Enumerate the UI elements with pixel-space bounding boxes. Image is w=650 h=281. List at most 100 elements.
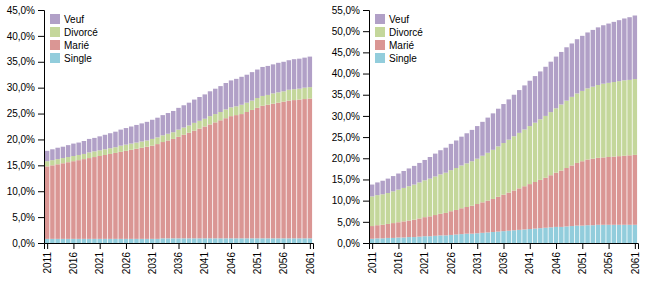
tick: 2036: [173, 243, 184, 274]
bar: [491, 232, 495, 243]
tick: 25,0%: [332, 132, 369, 143]
bar: [255, 70, 259, 98]
tick: 10,0%: [332, 195, 369, 206]
tick-label: 15,0%: [7, 160, 35, 171]
bar: [538, 180, 542, 228]
legend: VeufDivorcéMariéSingle: [50, 14, 98, 64]
bar: [433, 154, 437, 177]
bar: [124, 151, 128, 239]
bar: [87, 158, 91, 239]
bar: [370, 196, 374, 226]
bar: [281, 102, 285, 239]
bar: [234, 106, 238, 115]
bar: [433, 176, 437, 215]
tick-label: 55,0%: [332, 5, 360, 16]
chart-root: 0,0%5,0%10,0%15,0%20,0%25,0%30,0%35,0%40…: [0, 0, 650, 281]
bar: [596, 225, 600, 243]
bar: [134, 149, 138, 239]
tick: 2036: [498, 243, 509, 274]
bar: [507, 140, 511, 193]
bar: [475, 126, 479, 159]
bar: [464, 163, 468, 207]
bar: [554, 173, 558, 227]
tick-label: 15,0%: [332, 174, 360, 185]
bar: [475, 159, 479, 204]
tick-label: 10,0%: [332, 195, 360, 206]
bar: [370, 239, 374, 243]
legend-label: Divorcé: [64, 27, 98, 38]
bar: [229, 238, 233, 243]
bar: [239, 105, 243, 114]
bar: [308, 87, 312, 98]
bar: [66, 145, 70, 157]
bar: [171, 238, 175, 243]
bar: [606, 225, 610, 243]
bar: [224, 118, 228, 238]
bar-series: [45, 57, 312, 162]
bar: [606, 83, 610, 157]
bar: [297, 238, 301, 243]
plot-area: [45, 57, 312, 243]
bar: [627, 155, 631, 224]
bar: [45, 151, 49, 161]
bar: [391, 191, 395, 223]
bar: [606, 24, 610, 83]
tick-label: 2031: [147, 252, 158, 275]
bar: [633, 155, 637, 225]
bar: [412, 237, 416, 243]
bar: [139, 142, 143, 148]
tick-mark: [257, 243, 258, 249]
tick: 2046: [226, 243, 237, 274]
bar: [176, 108, 180, 130]
bar: [129, 127, 133, 144]
bar: [45, 161, 49, 166]
bar: [601, 157, 605, 224]
bar: [575, 39, 579, 93]
bar: [564, 226, 568, 243]
tick: 5,0%: [337, 217, 369, 228]
bar: [287, 60, 291, 90]
bar: [292, 89, 296, 100]
tick-label: 2016: [393, 252, 404, 275]
tick: 2051: [252, 243, 263, 274]
bar: [87, 239, 91, 243]
bar: [501, 143, 505, 195]
bar: [507, 99, 511, 139]
bar: [245, 75, 249, 103]
bar: [564, 47, 568, 100]
tick: 2011: [42, 243, 53, 274]
bar: [87, 152, 91, 158]
bar: [155, 144, 159, 239]
bar-series: [370, 79, 637, 226]
tick-label: 2026: [121, 252, 132, 275]
tick: 30,0%: [332, 111, 369, 122]
bar: [612, 22, 616, 82]
legend-swatch: [375, 27, 385, 37]
bar: [470, 130, 474, 161]
bar: [606, 157, 610, 225]
bar: [549, 175, 553, 227]
bar: [45, 166, 49, 238]
bar: [113, 132, 117, 148]
bar: [559, 171, 563, 227]
bar: [480, 202, 484, 233]
legend-swatch: [375, 14, 385, 24]
bar: [271, 104, 275, 239]
bar: [538, 119, 542, 180]
tick-mark: [398, 243, 399, 249]
bar: [155, 137, 159, 144]
tick-label: 2026: [446, 252, 457, 275]
bar: [266, 105, 270, 239]
tick: 35,0%: [332, 89, 369, 100]
tick-label: 25,0%: [7, 108, 35, 119]
bar: [176, 137, 180, 238]
tick: 25,0%: [7, 108, 44, 119]
bar: [161, 238, 165, 243]
bar: [129, 144, 133, 150]
bar: [622, 18, 626, 80]
bar: [161, 115, 165, 135]
bar: [234, 79, 238, 106]
legend-item: Single: [50, 53, 92, 64]
bar: [464, 133, 468, 163]
bar: [422, 217, 426, 236]
